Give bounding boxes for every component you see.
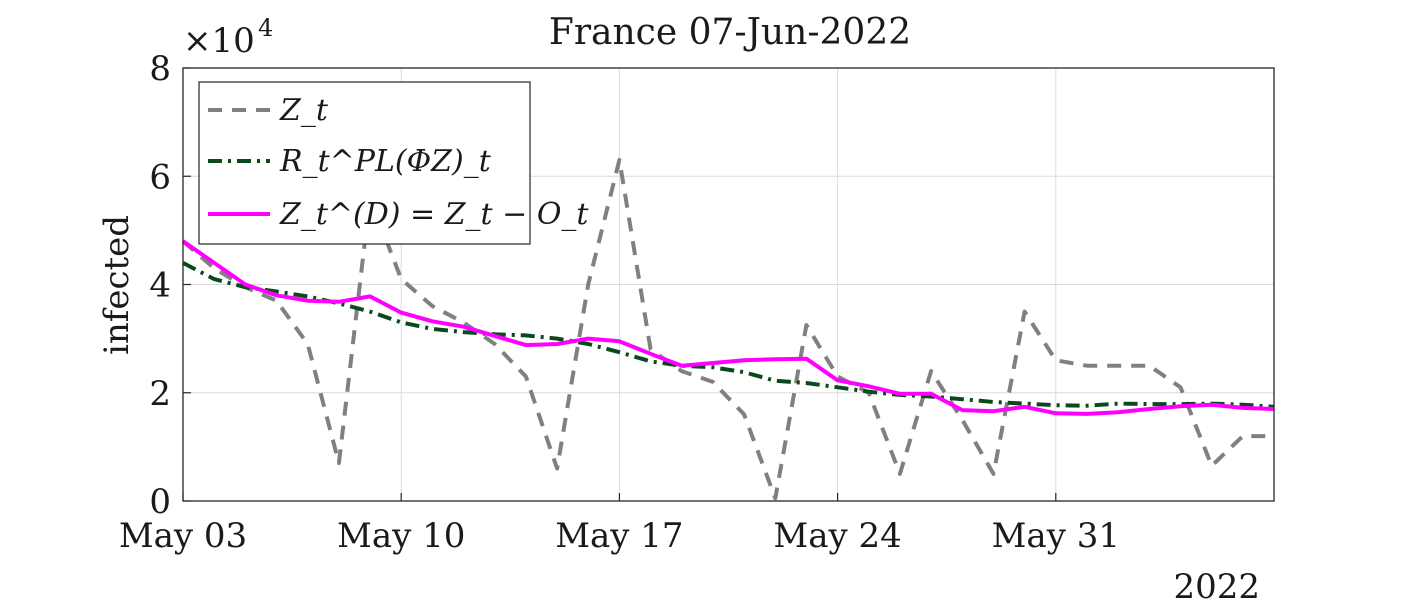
legend: Z_t R_t^PL(ΦZ)_t Z_t^(D) = Z_t − O_t xyxy=(198,81,589,245)
y-axis-label: infected xyxy=(97,215,137,355)
x-tick-label: May 31 xyxy=(992,516,1120,556)
y-tick-label: 6 xyxy=(149,157,171,197)
x-tick-label: May 03 xyxy=(119,516,247,556)
plot-frame xyxy=(182,67,1275,502)
legend-label-z: Z_t xyxy=(279,93,329,128)
y-tick-label: 0 xyxy=(149,482,171,522)
x-tick-label: May 10 xyxy=(337,516,465,556)
axes xyxy=(182,67,1275,502)
y-exponent-power: 4 xyxy=(258,14,273,42)
y-exponent-label: ×10 4 xyxy=(183,14,273,61)
x-tick-label: May 17 xyxy=(555,516,683,556)
legend-label-rpl: R_t^PL(ΦZ)_t xyxy=(279,144,492,179)
legend-label-zd: Z_t^(D) = Z_t − O_t xyxy=(279,197,589,232)
x-tick-label: May 24 xyxy=(773,516,901,556)
y-tick-label: 4 xyxy=(149,266,171,306)
x-year-label: 2022 xyxy=(1173,567,1260,607)
y-tick-label: 2 xyxy=(149,374,171,414)
tick-labels: 0 2 4 6 8 May 03 May 10 May 17 May 24 May 31 xyxy=(119,49,1120,556)
legend-box xyxy=(198,81,531,245)
series-line-3 xyxy=(181,239,1275,416)
series-line-2 xyxy=(182,261,1275,409)
y-exponent-base: ×10 xyxy=(183,21,255,61)
chart-title: France 07-Jun-2022 xyxy=(549,12,911,53)
y-tick-label: 8 xyxy=(149,49,171,89)
